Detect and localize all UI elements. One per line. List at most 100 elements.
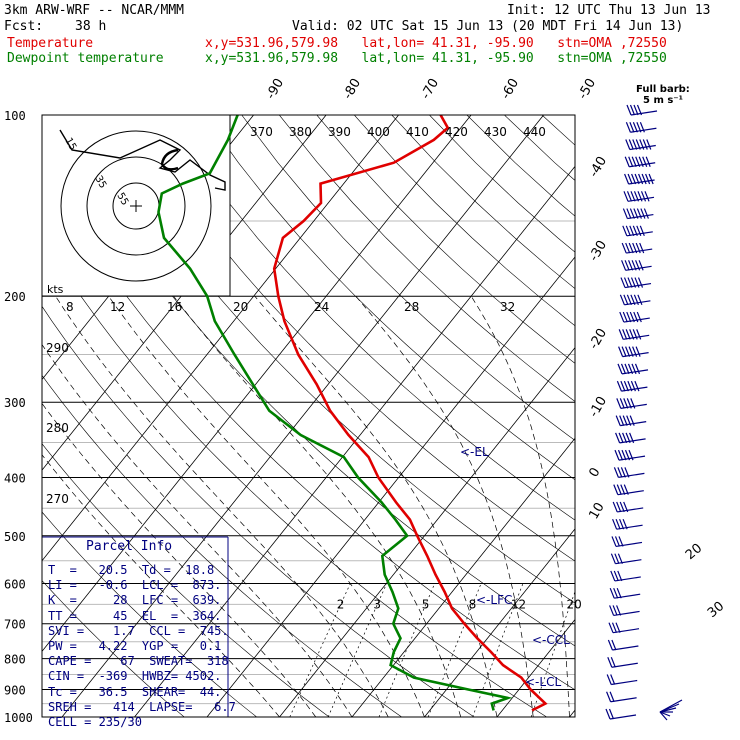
wind-barb [613, 467, 645, 478]
wind-barb [622, 208, 654, 220]
wind-barb-flag [616, 501, 622, 513]
parcel-info-row: T = 20.5 Td = 18.8 [48, 563, 215, 577]
wind-barb-flag [615, 622, 621, 633]
dry-adiabat-line [354, 115, 575, 327]
wind-barb [607, 657, 638, 668]
wind-barb-staff [615, 559, 642, 565]
wind-barb [615, 415, 647, 427]
wind-barb [608, 622, 640, 634]
wind-barb [606, 674, 638, 686]
parcel-info-row: CIN = -369 HWBZ= 4502. [48, 669, 222, 684]
wind-barb-flag [628, 139, 634, 150]
theta-label: 420 [445, 125, 468, 139]
pressure-tick-label: 700 [4, 618, 26, 632]
dewpoint-legend: Dewpoint temperature [7, 51, 164, 66]
wind-barb [626, 104, 658, 116]
wind-barb-flag [635, 346, 641, 357]
wind-barb [609, 605, 640, 617]
wind-barb [613, 484, 644, 496]
wind-barb-flag [621, 260, 627, 271]
wind-barb-flag [629, 122, 635, 133]
wind-barb [610, 553, 642, 565]
wind-barb-flag [616, 398, 622, 409]
forecast-label: Fcst: [4, 19, 44, 34]
wind-barb-flag [639, 122, 645, 133]
low-theta-label: 290 [46, 341, 69, 355]
wind-barb-flag [622, 518, 628, 530]
pressure-tick-label: 400 [4, 471, 26, 485]
isotherm-label: 10 [586, 500, 607, 522]
dry-adiabat-line [203, 115, 575, 481]
hodograph-ring-label: 24 [314, 300, 329, 314]
moist-adiabat-line [470, 296, 570, 717]
dry-adiabat-line [53, 115, 575, 647]
hodograph-units-label: kts [47, 283, 64, 296]
wind-barb-flag [611, 622, 618, 633]
wind-barb-flag [640, 208, 646, 219]
dry-adiabat-line [241, 115, 575, 441]
dry-adiabat-line [42, 580, 185, 717]
wind-barb-flag [624, 173, 630, 185]
wind-barb-flag [641, 173, 647, 185]
wind-barb-flag [607, 657, 613, 668]
dry-adiabat-line [91, 115, 575, 604]
wind-barb-flag [613, 587, 619, 599]
wind-barb-flag [617, 449, 624, 461]
wind-barb-flag [630, 398, 636, 409]
barb-legend-line2: 5 m s⁻¹ [643, 95, 683, 106]
wind-barb-flag [624, 449, 631, 461]
wind-barb-flag [631, 156, 637, 167]
wind-barb-flag [631, 260, 637, 271]
parcel-info-row: CELL = 235/30 [48, 715, 142, 729]
diagram-grid [42, 115, 575, 717]
wind-barb [612, 518, 643, 530]
pressure-tick-label: 1000 [4, 711, 33, 725]
wind-barb-flag [608, 622, 614, 633]
wind-barb-flag [620, 380, 626, 392]
wind-barb-staff [609, 714, 637, 720]
wind-barb-flag [630, 277, 637, 288]
parcel-info-row: CAPE = 67 SWEAT= 318 [48, 654, 229, 669]
isotherm-line [42, 115, 399, 562]
wind-barb-flag [646, 139, 652, 150]
low-theta-label: 270 [46, 492, 69, 506]
wind-barb-flag [626, 311, 632, 323]
wind-barb [611, 536, 643, 548]
dry-adiabat-line [42, 236, 547, 717]
wind-barb-flag [648, 173, 654, 185]
isotherm-line [351, 437, 575, 717]
dry-adiabat-line [466, 115, 575, 217]
wind-barb-flag [622, 329, 628, 340]
mixing-ratio-label: 12 [511, 597, 526, 611]
wind-barb-flag [629, 225, 635, 237]
isotherm-label: -60 [498, 76, 522, 102]
parcel-info-row: SREH = 414 LAPSE= 6.7 [48, 699, 236, 714]
isotherm-label: -30 [586, 238, 610, 264]
wind-barb-flag [614, 536, 621, 547]
wind-barb-flag [645, 156, 651, 167]
wind-barb-flag [617, 363, 623, 375]
init-time: Init: 12 UTC Thu 13 Jun 13 [507, 3, 711, 18]
wind-barb-flag [625, 139, 631, 150]
wind-barb-flag [612, 605, 618, 616]
moist-adiabat-line [42, 402, 317, 717]
wind-barb-flag [619, 294, 625, 306]
wind-barb [621, 242, 653, 254]
moist-adiabat-line [42, 344, 353, 717]
wind-barb-flag [621, 346, 627, 357]
wind-barb-flag [637, 294, 643, 306]
wind-barb-flag [621, 242, 627, 254]
wind-barb-flag [636, 122, 642, 133]
hodograph-ring-label: 8 [66, 300, 74, 314]
mixing-ratio-line [530, 590, 575, 717]
wind-barb-flag [618, 536, 624, 547]
wind-barb-flag [632, 242, 638, 254]
wind-barb-flag [614, 553, 620, 564]
wind-barb-flag [644, 191, 650, 202]
wind-barb-flag [617, 467, 623, 478]
wind-barb-flag [609, 691, 615, 702]
wind-barb-flag [632, 346, 638, 357]
sounding-traces [157, 115, 548, 712]
